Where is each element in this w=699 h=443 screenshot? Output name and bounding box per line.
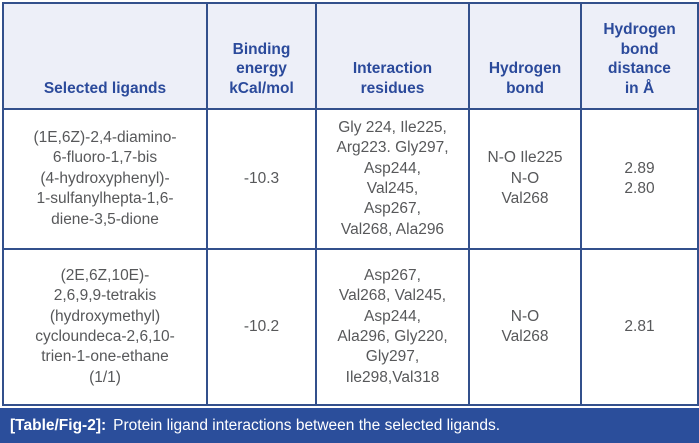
cell-hydrogen-bond: N-O Val268: [468, 248, 582, 406]
cell-ligand-name: (1E,6Z)-2,4-diamino- 6-fluoro-1,7-bis (4…: [2, 108, 208, 250]
cell-binding-energy: -10.3: [206, 108, 317, 250]
table-row: (1E,6Z)-2,4-diamino- 6-fluoro-1,7-bis (4…: [2, 108, 699, 250]
caption-text: Protein ligand interactions between the …: [113, 416, 501, 434]
header-hydrogen-bond-distance: Hydrogen bond distance in Å: [580, 2, 699, 110]
header-selected-ligands: Selected ligands: [2, 2, 208, 110]
header-row: Selected ligands Binding energy kCal/mol…: [2, 2, 699, 110]
table-row: (2E,6Z,10E)- 2,6,9,9-tetrakis (hydroxyme…: [2, 248, 699, 406]
cell-ligand-name: (2E,6Z,10E)- 2,6,9,9-tetrakis (hydroxyme…: [2, 248, 208, 406]
cell-interaction-residues: Asp267, Val268, Val245, Asp244, Ala296, …: [315, 248, 470, 406]
ligand-interactions-table: Selected ligands Binding energy kCal/mol…: [2, 2, 699, 406]
header-binding-energy: Binding energy kCal/mol: [206, 2, 317, 110]
cell-bond-distance: 2.81: [580, 248, 699, 406]
header-hydrogen-bond: Hydrogen bond: [468, 2, 582, 110]
cell-hydrogen-bond: N-O Ile225 N-O Val268: [468, 108, 582, 250]
cell-binding-energy: -10.2: [206, 248, 317, 406]
cell-interaction-residues: Gly 224, Ile225, Arg223. Gly297, Asp244,…: [315, 108, 470, 250]
table-caption: [Table/Fig-2]: Protein ligand interactio…: [0, 408, 699, 443]
cell-bond-distance: 2.89 2.80: [580, 108, 699, 250]
caption-label: [Table/Fig-2]:: [10, 416, 107, 434]
header-interaction-residues: Interaction residues: [315, 2, 470, 110]
